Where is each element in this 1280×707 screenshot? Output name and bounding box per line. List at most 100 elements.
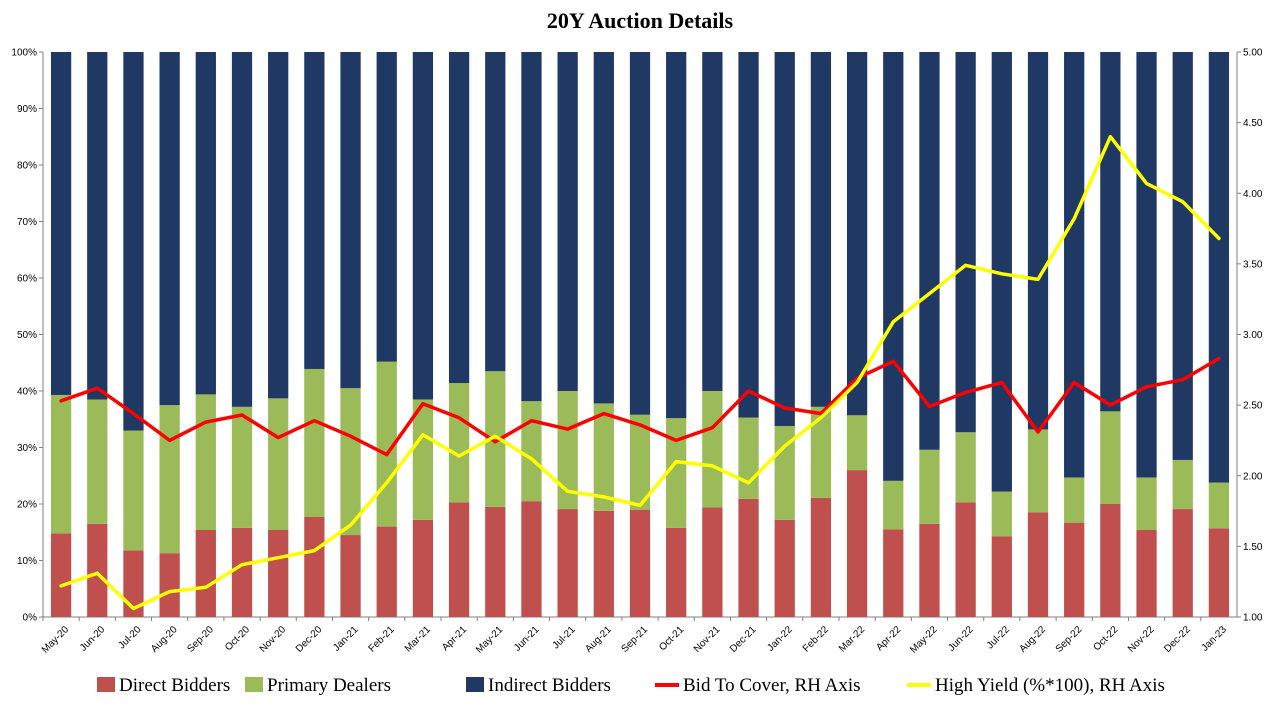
legend-label-bid-to-cover-rh-axis: Bid To Cover, RH Axis [683,675,861,696]
legend-swatch-indirect-bidders [466,677,484,692]
bar-indirect-bidders [919,52,940,450]
legend-label-direct-bidders: Direct Bidders [119,675,230,696]
bar-indirect-bidders [738,52,759,418]
x-tick-label: Aug-22 [1017,624,1048,655]
bar-indirect-bidders [376,52,397,362]
left-tick-label: 30% [17,443,37,454]
bar-indirect-bidders [304,52,325,369]
x-tick-label: Dec-21 [728,624,759,655]
bar-indirect-bidders [666,52,687,419]
bar-indirect-bidders [123,52,144,431]
left-tick-label: 70% [17,217,37,228]
bar-indirect-bidders [955,52,976,433]
right-tick-label: 3.50 [1243,259,1263,270]
bar-primary-dealers [448,383,470,503]
right-tick-label: 2.50 [1243,401,1263,412]
bar-direct-bidders [304,516,325,617]
bar-indirect-bidders [1208,52,1230,483]
bar-direct-bidders [485,506,506,617]
bar-indirect-bidders [846,52,868,416]
bar-indirect-bidders [448,52,470,384]
legend-label-high-yield-100-rh-axis: High Yield (%*100), RH Axis [935,675,1165,696]
bar-indirect-bidders [774,52,795,427]
left-tick-label: 40% [17,387,37,398]
bar-primary-dealers [50,394,72,534]
bar-primary-dealers [485,371,506,507]
line-high-yield-100-rh-axis [59,134,1221,611]
bar-direct-bidders [991,536,1012,617]
x-tick-label: May-20 [40,624,72,656]
bar-direct-bidders [376,526,397,617]
legend-label-indirect-bidders: Indirect Bidders [488,675,611,696]
x-tick-label: Jan-23 [1200,624,1230,654]
x-tick-label: Jul-21 [551,624,578,651]
bar-indirect-bidders [557,52,578,391]
bar-primary-dealers [629,414,651,510]
bar-primary-dealers [123,430,144,551]
bar-primary-dealers [1064,477,1085,523]
bar-direct-bidders [1172,509,1193,617]
chart-title: 20Y Auction Details [546,8,734,33]
x-tick-label: Mar-22 [837,624,867,654]
bar-direct-bidders [159,553,180,617]
bar-primary-dealers [1100,411,1121,504]
bar-direct-bidders [448,502,470,617]
bar-indirect-bidders [268,52,289,399]
x-tick-label: Jan-21 [331,624,361,654]
bar-primary-dealers [87,399,108,524]
bar-direct-bidders [846,470,868,617]
left-tick-label: 0% [23,613,38,624]
bar-indirect-bidders [702,52,723,391]
bar-primary-dealers [1208,482,1230,529]
bar-indirect-bidders [412,52,434,400]
left-tick-label: 100% [11,48,37,59]
bar-indirect-bidders [521,52,542,402]
bar-primary-dealers [231,406,253,528]
bar-primary-dealers [702,391,723,508]
bar-primary-dealers [412,399,434,520]
bar-indirect-bidders [1100,52,1121,412]
left-tick-label: 60% [17,274,37,285]
bar-direct-bidders [231,527,253,617]
bar-primary-dealers [991,491,1012,537]
bar-primary-dealers [376,361,397,527]
left-tick-label: 10% [17,556,37,567]
bar-primary-dealers [883,480,904,530]
bar-primary-dealers [666,418,687,528]
bar-direct-bidders [1208,528,1230,617]
bar-indirect-bidders [883,52,904,481]
bar-direct-bidders [883,529,904,617]
right-tick-label: 3.00 [1243,330,1263,341]
x-tick-label: Feb-22 [801,624,831,654]
bar-primary-dealers [1172,459,1193,510]
bar-direct-bidders [340,535,361,617]
legend-swatch-primary-dealers [245,677,263,692]
x-tick-label: Apr-22 [874,624,903,653]
x-tick-label: Mar-21 [403,624,433,654]
bar-primary-dealers [738,417,759,499]
right-tick-label: 4.00 [1243,189,1263,200]
bar-primary-dealers [955,432,976,503]
x-tick-label: Jun-21 [512,624,542,654]
bar-indirect-bidders [810,52,832,407]
bar-primary-dealers [195,394,216,530]
right-tick-label: 1.50 [1243,542,1263,553]
x-tick-label: Apr-21 [440,624,469,653]
x-tick-label: May-21 [474,624,506,656]
bar-direct-bidders [87,523,108,617]
x-tick-label: Nov-22 [1126,624,1157,655]
x-tick-label: Dec-22 [1162,624,1193,655]
bar-indirect-bidders [1027,52,1049,430]
bar-direct-bidders [412,519,434,617]
legend-swatch-direct-bidders [97,677,115,692]
bar-primary-dealers [919,449,940,524]
bar-indirect-bidders [159,52,180,406]
bar-direct-bidders [195,529,216,617]
bar-direct-bidders [557,509,578,617]
x-tick-label: Aug-21 [583,624,614,655]
bar-direct-bidders [1027,512,1049,617]
x-tick-label: Sep-22 [1054,624,1085,655]
bar-primary-dealers [159,405,180,554]
x-tick-label: Feb-21 [367,624,397,654]
